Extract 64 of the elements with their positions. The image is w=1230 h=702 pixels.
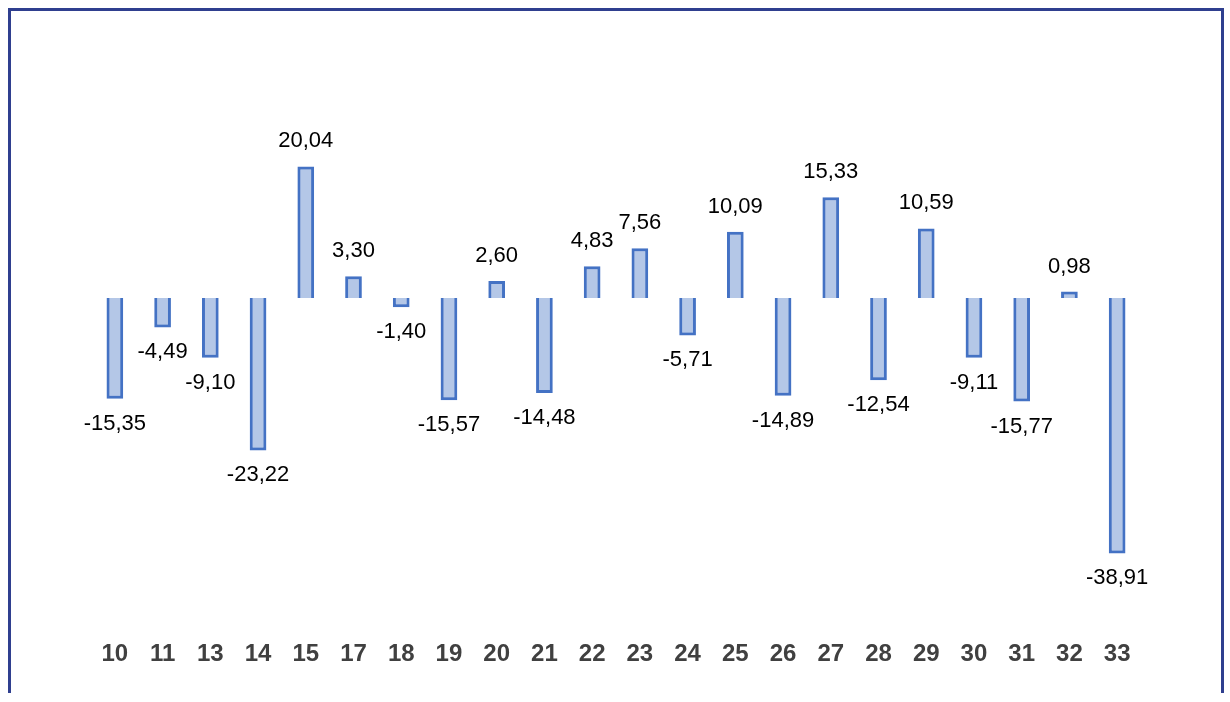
data-label: 3,30: [332, 237, 375, 263]
x-tick-label: 25: [721, 639, 749, 667]
data-label: 10,09: [707, 192, 763, 218]
x-tick-label: 27: [817, 639, 845, 667]
bar: [583, 266, 601, 298]
bar: [392, 297, 410, 308]
x-tick-label: 19: [435, 639, 463, 667]
x-tick-label: 11: [149, 639, 176, 667]
data-label: -15,77: [990, 412, 1053, 438]
data-label: -9,11: [949, 368, 999, 394]
bar: [106, 297, 124, 399]
bar: [1013, 297, 1031, 402]
data-label: -38,91: [1085, 564, 1149, 590]
data-label: 20,04: [278, 127, 334, 153]
bar: [1108, 297, 1126, 554]
data-label: -1,40: [376, 318, 427, 344]
data-label: -14,89: [751, 406, 815, 432]
bar: [249, 297, 267, 451]
x-tick-label: 14: [244, 639, 273, 667]
x-tick-label: 18: [387, 639, 415, 667]
data-label: 2,60: [475, 241, 519, 267]
x-tick-label: 32: [1056, 639, 1083, 667]
data-label: -14,48: [513, 404, 576, 430]
x-tick-label: 17: [340, 639, 367, 667]
x-tick-label: 20: [483, 639, 511, 667]
x-tick-label: 21: [531, 639, 558, 667]
data-label: 15,33: [803, 158, 859, 184]
bar: [822, 197, 840, 298]
data-label: -12,54: [847, 391, 910, 417]
x-tick-label: 13: [196, 639, 224, 667]
bar: [917, 228, 935, 298]
bar: [679, 297, 696, 336]
data-label: -23,22: [226, 461, 290, 487]
bar: [201, 297, 219, 358]
data-label: 7,56: [618, 209, 662, 235]
bar: [726, 231, 744, 298]
x-tick-label: 22: [578, 639, 606, 667]
x-tick-label: 30: [960, 639, 988, 667]
bar: [965, 297, 983, 358]
bar: [440, 297, 458, 401]
x-tick-label: 15: [292, 639, 320, 667]
bar: [345, 276, 362, 298]
x-tick-label: 29: [912, 639, 940, 667]
data-label: -9,10: [185, 368, 236, 394]
data-label: 0,98: [1047, 252, 1091, 278]
x-tick-label: 23: [626, 639, 654, 667]
x-tick-label: 26: [769, 639, 797, 667]
bar: [774, 297, 792, 396]
data-label: 10,59: [898, 189, 954, 215]
x-tick-label: 33: [1103, 639, 1131, 667]
data-label: -5,71: [662, 346, 713, 372]
x-tick-label: 31: [1008, 639, 1036, 667]
bar: [631, 248, 649, 298]
bar: [154, 297, 171, 328]
data-label: -15,57: [417, 411, 481, 437]
bar: [536, 297, 553, 394]
x-tick-label: 24: [674, 639, 702, 667]
x-tick-label: 10: [101, 639, 129, 667]
x-tick-label: 28: [865, 639, 892, 667]
data-label: -4,49: [137, 338, 188, 364]
data-label: 4,83: [570, 227, 614, 253]
data-label: -15,35: [83, 409, 147, 435]
bar: [297, 166, 315, 298]
bar: [870, 297, 887, 381]
